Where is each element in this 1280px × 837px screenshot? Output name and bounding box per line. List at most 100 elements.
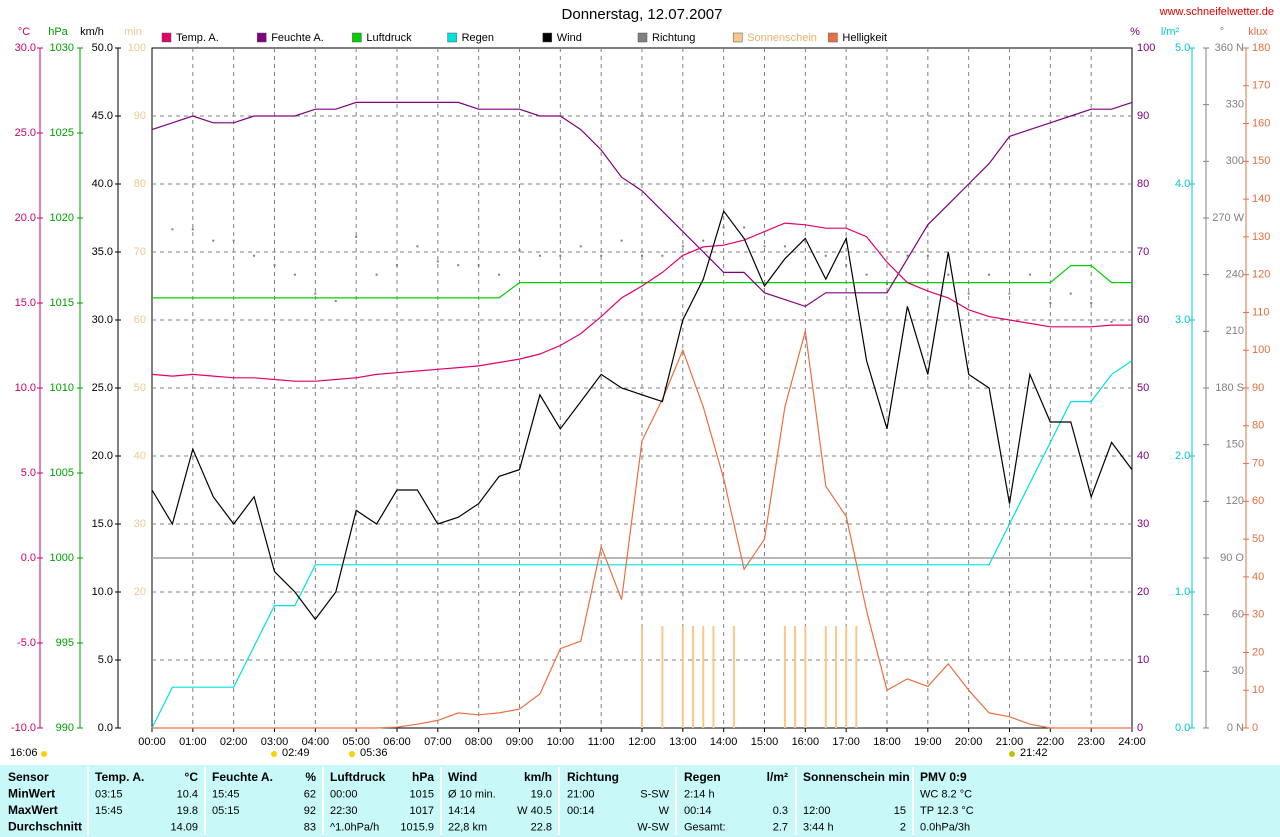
y-tick-label: 0 — [1252, 722, 1258, 734]
table-cell: W 40.5 — [517, 805, 552, 817]
x-tick-label: 04:00 — [302, 736, 330, 748]
y-tick-label: 30.0 — [92, 314, 113, 326]
direction-dot — [293, 273, 296, 276]
direction-dot — [273, 264, 276, 267]
table-cell: 0.3 — [773, 805, 788, 817]
table-cell: MinWert — [8, 787, 55, 801]
axis-unit: hPa — [48, 26, 68, 38]
direction-dot — [151, 217, 153, 219]
x-tick-label: 06:00 — [383, 736, 411, 748]
x-tick-label: 23:00 — [1077, 736, 1105, 748]
series-line — [152, 331, 1132, 729]
axis-unit: km/h — [80, 26, 104, 38]
y-tick-label: 50 — [1137, 382, 1149, 394]
y-tick-label: 30.0 — [15, 42, 36, 54]
y-tick-label: 30 — [1232, 665, 1244, 677]
direction-dot — [538, 254, 541, 257]
y-tick-label: 100 — [1137, 42, 1155, 54]
table-cell: 22,8 km — [448, 821, 487, 833]
table-cell: 19.8 — [177, 805, 198, 817]
table-cell: PMV 0:9 — [920, 770, 967, 784]
legend-label: Luftdruck — [366, 32, 412, 44]
y-tick-label: 40.0 — [92, 178, 113, 190]
axis-unit: % — [1130, 26, 1140, 38]
legend-label: Helligkeit — [842, 32, 887, 44]
annotation: 02:49 — [282, 747, 310, 759]
direction-dot — [375, 273, 378, 276]
direction-dot — [988, 273, 991, 276]
table-cell: 14.09 — [170, 821, 198, 833]
table-cell: Sensor — [8, 770, 49, 784]
y-tick-label: 20 — [134, 586, 146, 598]
table-cell: ^1.0hPa/h — [330, 821, 379, 833]
direction-dot — [396, 264, 398, 267]
table-cell: 62 — [304, 788, 316, 800]
direction-dot — [783, 245, 786, 248]
x-tick-label: 02:00 — [220, 736, 248, 748]
y-tick-label: 990 — [56, 722, 74, 734]
table-cell: hPa — [412, 770, 434, 784]
y-tick-label: 90 — [1137, 110, 1149, 122]
y-tick-label: 90 O — [1220, 552, 1244, 564]
sun-icon — [1009, 751, 1015, 757]
sunshine-bar — [641, 626, 643, 728]
x-tick-label: 11:00 — [588, 736, 615, 748]
x-tick-label: 24:00 — [1118, 736, 1146, 748]
direction-dot — [518, 249, 521, 252]
y-tick-label: 10 — [1252, 684, 1264, 696]
y-tick-label: 995 — [56, 637, 74, 649]
sun-icon — [41, 751, 47, 757]
direction-dot — [212, 239, 215, 242]
direction-dot — [232, 239, 235, 242]
table-cell: 15:45 — [212, 788, 240, 800]
series-line — [151, 360, 1133, 729]
y-tick-label: 120 — [1226, 495, 1244, 507]
y-tick-label: 30 — [1252, 609, 1264, 621]
table-cell: 22.8 — [531, 821, 552, 833]
y-tick-label: 150 — [1226, 439, 1244, 451]
direction-dot — [865, 273, 868, 276]
y-tick-label: 180 — [1252, 42, 1270, 54]
y-tick-label: 5.0 — [98, 654, 113, 666]
table-cell: km/h — [524, 770, 552, 784]
x-tick-label: 00:00 — [138, 736, 166, 748]
table-cell: 14:14 — [448, 805, 476, 817]
y-tick-label: 130 — [1252, 231, 1270, 243]
table-cell: 12:00 — [803, 805, 831, 817]
x-tick-label: 21:00 — [996, 736, 1024, 748]
direction-dot — [743, 226, 746, 229]
table-cell: 2.7 — [773, 821, 788, 833]
y-tick-label: -10.0 — [11, 722, 36, 734]
y-tick-label: 70 — [1137, 246, 1149, 258]
chart-title: Donnerstag, 12.07.2007 — [562, 6, 723, 23]
direction-dot — [1049, 302, 1052, 304]
legend-label: Wind — [557, 32, 582, 44]
legend-swatch — [542, 32, 553, 43]
sunshine-bar — [712, 626, 715, 728]
y-tick-label: 30 — [1137, 518, 1149, 530]
direction-dot — [763, 245, 766, 248]
table-cell: Regen — [684, 770, 721, 784]
direction-dot — [967, 292, 970, 295]
y-tick-label: -5.0 — [17, 637, 36, 649]
direction-dot — [722, 226, 725, 229]
y-tick-label: 160 — [1252, 117, 1270, 129]
y-tick-label: 50 — [1252, 533, 1264, 545]
direction-dot — [824, 254, 827, 257]
y-tick-label: 35.0 — [92, 246, 113, 258]
table-cell: Temp. A. — [95, 770, 144, 784]
table-cell: 19.0 — [531, 788, 552, 800]
x-tick-label: 14:00 — [710, 736, 738, 748]
direction-dot — [906, 254, 909, 257]
y-tick-label: 5.0 — [1175, 42, 1190, 54]
x-tick-label: 13:00 — [669, 736, 697, 748]
y-tick-label: 330 — [1226, 99, 1244, 111]
direction-dot — [600, 254, 603, 257]
y-tick-label: 5.0 — [21, 467, 36, 479]
legend-label: Feuchte A. — [271, 32, 324, 44]
x-tick-label: 12:00 — [628, 736, 656, 748]
sunshine-bar — [845, 626, 848, 728]
y-tick-label: 60 — [134, 314, 146, 326]
x-tick-label: 01:00 — [179, 736, 207, 748]
